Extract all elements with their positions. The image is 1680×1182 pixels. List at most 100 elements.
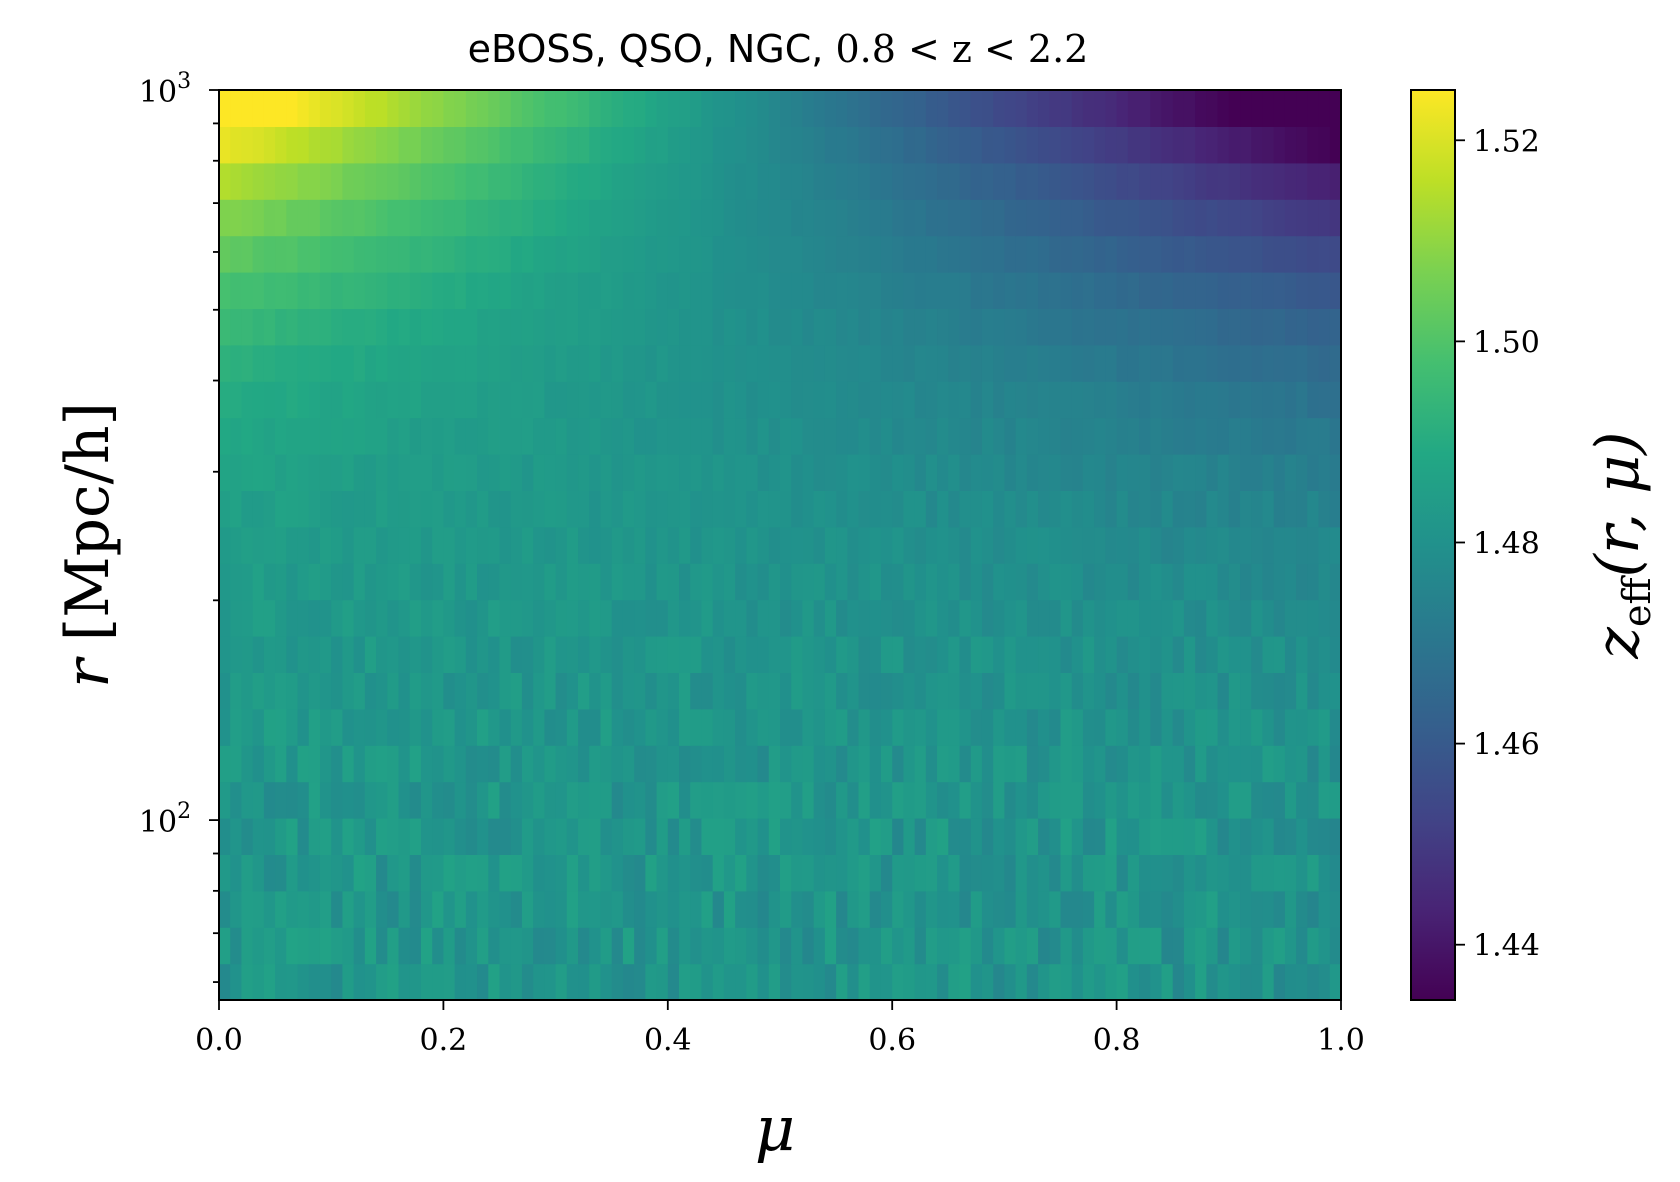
heatmap-cell <box>252 599 265 637</box>
heatmap-cell <box>925 745 938 783</box>
heatmap-cell <box>993 126 1005 164</box>
heatmap-cell <box>690 927 703 965</box>
heatmap-cell <box>1094 563 1106 601</box>
heatmap-cell <box>1127 417 1140 455</box>
heatmap-cell <box>578 818 590 855</box>
heatmap-cell <box>1262 381 1275 419</box>
heatmap-cell <box>263 308 276 346</box>
heatmap-cell <box>645 526 658 564</box>
heatmap-cell <box>252 126 265 164</box>
heatmap-cell <box>241 636 254 673</box>
heatmap-cell <box>1105 963 1118 1001</box>
heatmap-cell <box>948 417 961 455</box>
heatmap-cell <box>454 381 467 419</box>
heatmap-cell <box>813 672 826 710</box>
heatmap-cell <box>836 818 848 855</box>
heatmap-cell <box>1060 854 1073 892</box>
heatmap-cell <box>263 672 276 710</box>
heatmap-cell <box>241 235 254 273</box>
heatmap-cell <box>1049 636 1062 673</box>
heatmap-cell <box>824 162 837 200</box>
heatmap-cell <box>409 781 422 819</box>
heatmap-cell <box>981 563 994 601</box>
heatmap-cell <box>387 381 400 419</box>
heatmap-cell <box>376 636 388 673</box>
heatmap-cell <box>1296 490 1308 528</box>
heatmap-cell <box>465 381 478 419</box>
heatmap-cell <box>420 781 433 819</box>
heatmap-cell <box>1049 417 1062 455</box>
heatmap-cell <box>521 162 534 200</box>
heatmap-cell <box>813 126 826 164</box>
heatmap-cell <box>701 490 714 528</box>
heatmap-cell <box>1150 963 1163 1001</box>
colorbar-ticks: 1.441.461.481.501.52 <box>1455 124 1540 964</box>
heatmap-cell <box>914 126 927 164</box>
heatmap-cell <box>319 781 332 819</box>
heatmap-cell <box>578 344 590 382</box>
heatmap-cell <box>465 963 478 1001</box>
heatmap-cell <box>824 126 837 164</box>
heatmap-cell <box>364 927 377 965</box>
heatmap-cell <box>667 818 680 855</box>
heatmap-cell <box>555 672 568 710</box>
heatmap-cell <box>611 563 624 601</box>
heatmap-cell <box>555 636 568 673</box>
heatmap-cell <box>1026 854 1039 892</box>
heatmap-cell <box>959 344 972 382</box>
heatmap-cell <box>319 672 332 710</box>
heatmap-cell <box>589 963 602 1001</box>
heatmap-cell <box>1015 563 1028 601</box>
heatmap-cell <box>1004 417 1017 455</box>
heatmap-cell <box>880 454 893 491</box>
heatmap-cell <box>1127 599 1140 637</box>
heatmap-cell <box>970 126 983 164</box>
heatmap-cell <box>1329 381 1342 419</box>
heatmap-cell <box>802 272 815 309</box>
heatmap-cell <box>1262 162 1275 200</box>
heatmap-cell <box>813 308 826 346</box>
heatmap-cell <box>465 818 478 855</box>
heatmap-cell <box>634 636 646 673</box>
heatmap-cell <box>1060 90 1073 127</box>
heatmap-cell <box>308 927 321 965</box>
heatmap-cell <box>993 344 1005 382</box>
heatmap-cell <box>252 636 265 673</box>
heatmap-cell <box>521 308 534 346</box>
heatmap-cell <box>1284 781 1297 819</box>
heatmap-cell <box>892 563 905 601</box>
colorbar-tick-label: 1.44 <box>1473 929 1540 964</box>
heatmap-cell <box>342 272 355 309</box>
heatmap-cell <box>1329 454 1342 491</box>
heatmap-cell <box>847 162 860 200</box>
heatmap-cell <box>914 417 927 455</box>
heatmap-cell <box>712 781 725 819</box>
heatmap-cell <box>230 199 243 237</box>
heatmap-cell <box>1296 162 1308 200</box>
heatmap-cell <box>1026 818 1039 855</box>
heatmap-cell <box>1049 526 1062 564</box>
heatmap-cell <box>488 381 501 419</box>
heatmap-cell <box>1284 563 1297 601</box>
heatmap-cell <box>914 235 927 273</box>
heatmap-cell <box>443 272 456 309</box>
heatmap-cell <box>589 636 602 673</box>
heatmap-cell <box>1273 672 1286 710</box>
heatmap-cell <box>645 781 658 819</box>
heatmap-cell <box>1195 745 1207 783</box>
heatmap-cell <box>1038 90 1050 127</box>
heatmap-cell <box>1094 854 1106 892</box>
heatmap-cell <box>275 526 287 564</box>
heatmap-cell <box>1228 963 1241 1001</box>
heatmap-cell <box>1094 199 1106 237</box>
heatmap-cell <box>1206 381 1219 419</box>
heatmap-cell <box>1284 126 1297 164</box>
heatmap-cell <box>780 636 792 673</box>
heatmap-cell <box>611 308 624 346</box>
heatmap-cell <box>667 126 680 164</box>
heatmap-cell <box>813 781 826 819</box>
heatmap-cell <box>611 526 624 564</box>
heatmap-cell <box>701 126 714 164</box>
heatmap-cell <box>925 963 938 1001</box>
heatmap-cell <box>656 526 669 564</box>
